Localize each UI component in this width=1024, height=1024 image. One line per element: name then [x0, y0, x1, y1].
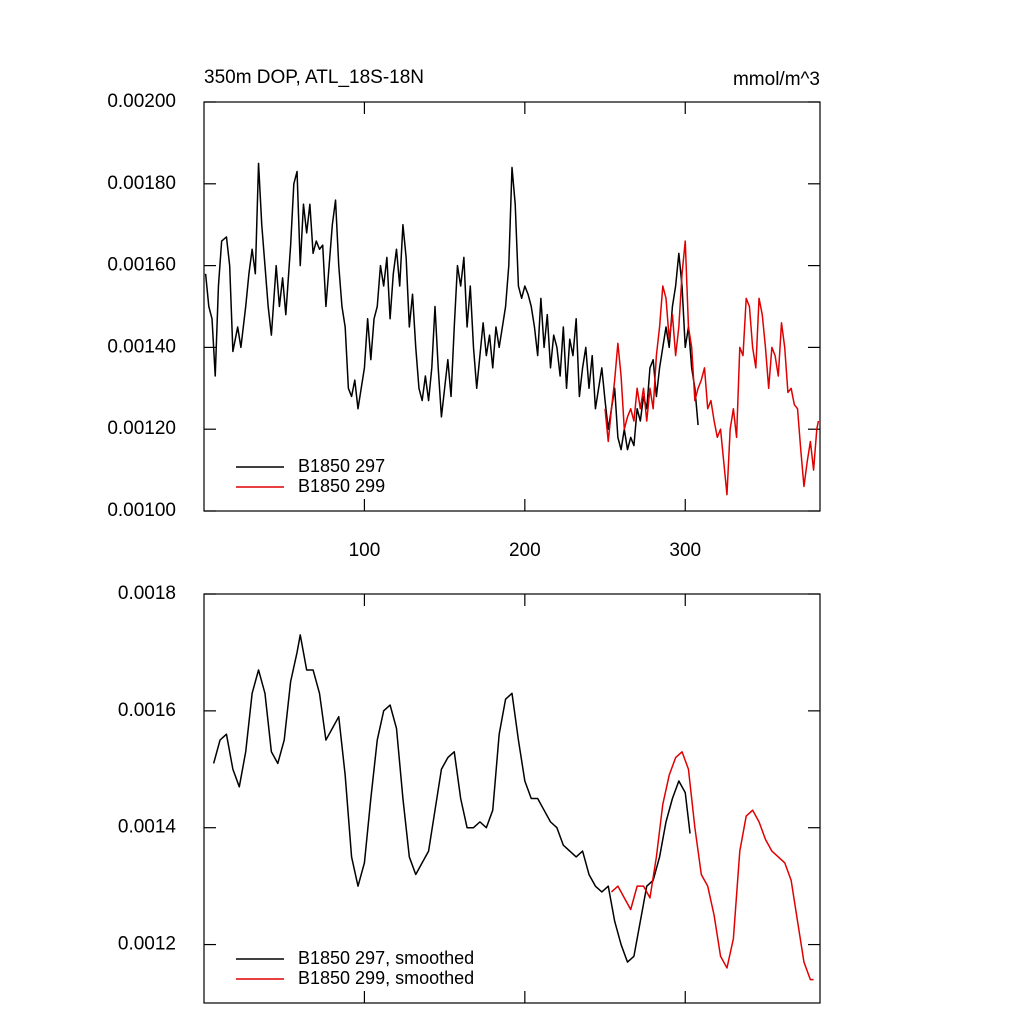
plot-frame — [203, 101, 821, 512]
series-line — [204, 162, 699, 451]
y-tick-label: 0.0012 — [118, 934, 176, 955]
y-tick-label: 0.00160 — [107, 255, 176, 276]
legend-label: B1850 297 — [298, 456, 385, 476]
y-tick-label: 0.00120 — [107, 418, 176, 439]
y-tick-label: 0.0018 — [118, 583, 176, 604]
series-line — [604, 240, 820, 496]
y-tick-label: 0.00200 — [107, 91, 176, 112]
x-tick-label: 200 — [509, 540, 541, 561]
units-label: mmol/m^3 — [733, 69, 820, 90]
y-tick-label: 0.0016 — [118, 700, 176, 721]
x-tick-label: 300 — [669, 540, 701, 561]
plot-frame — [203, 593, 821, 1004]
legend-label: B1850 297, smoothed — [298, 948, 474, 968]
y-tick-label: 0.00100 — [107, 500, 176, 521]
y-tick-label: 0.0014 — [118, 817, 177, 838]
x-tick-label: 100 — [349, 540, 381, 561]
series-line — [212, 634, 691, 963]
series-line — [610, 751, 814, 981]
y-tick-label: 0.00140 — [107, 336, 176, 357]
legend-label: B1850 299, smoothed — [298, 968, 474, 988]
chart-title: 350m DOP, ATL_18S-18N — [204, 67, 424, 88]
legend-label: B1850 299 — [298, 476, 385, 496]
y-tick-label: 0.00180 — [107, 173, 176, 194]
